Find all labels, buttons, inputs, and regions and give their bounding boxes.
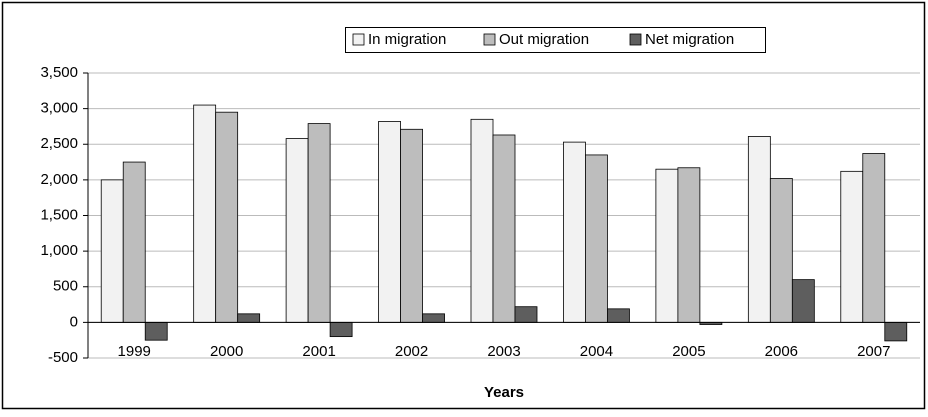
bar [285, 138, 309, 323]
bar [840, 170, 864, 323]
legend-label: In migration [368, 31, 446, 48]
y-tick-label: -500 [48, 349, 78, 366]
bar [563, 141, 586, 323]
y-tick-label: 2,500 [40, 135, 78, 152]
y-tick-label: 2,000 [40, 171, 78, 188]
legend-swatch [629, 33, 642, 46]
x-tick-label: 2000 [210, 343, 243, 360]
bar [585, 154, 608, 323]
bar [378, 121, 401, 323]
legend-box [345, 27, 766, 53]
y-tick-label: 1,000 [40, 242, 78, 259]
bar [122, 161, 146, 323]
bar [307, 123, 331, 323]
bar [215, 111, 239, 323]
bar [769, 178, 793, 323]
legend-swatch [483, 33, 496, 46]
bar [100, 179, 124, 323]
x-axis-title: Years [484, 384, 524, 401]
bar [884, 321, 908, 342]
bar [329, 321, 353, 338]
bar [492, 134, 516, 323]
x-tick-label: 2005 [672, 343, 705, 360]
x-tick-label: 2004 [580, 343, 613, 360]
x-tick-label: 2003 [487, 343, 520, 360]
y-tick-label: 500 [53, 278, 78, 295]
y-tick-label: 3,000 [40, 100, 78, 117]
x-tick-label: 2006 [765, 343, 798, 360]
bar [514, 306, 538, 323]
bar [747, 136, 771, 323]
x-tick-label: 1999 [118, 343, 151, 360]
bar [422, 313, 445, 323]
y-tick-label: 3,500 [40, 64, 78, 81]
bar [470, 118, 494, 323]
bar [655, 168, 679, 323]
bar [862, 153, 886, 323]
bar [607, 308, 630, 323]
legend-swatch [352, 33, 365, 46]
x-tick-label: 2001 [302, 343, 335, 360]
bar [791, 279, 815, 323]
y-tick-label: 1,500 [40, 206, 78, 223]
legend-label: Out migration [499, 31, 589, 48]
bar [677, 167, 701, 323]
bar [400, 128, 423, 323]
bar [193, 104, 217, 323]
x-tick-label: 2002 [395, 343, 428, 360]
bar [144, 321, 168, 341]
legend-label: Net migration [645, 31, 734, 48]
y-tick-label: 0 [70, 313, 78, 330]
bar [237, 313, 261, 323]
x-tick-label: 2007 [857, 343, 890, 360]
